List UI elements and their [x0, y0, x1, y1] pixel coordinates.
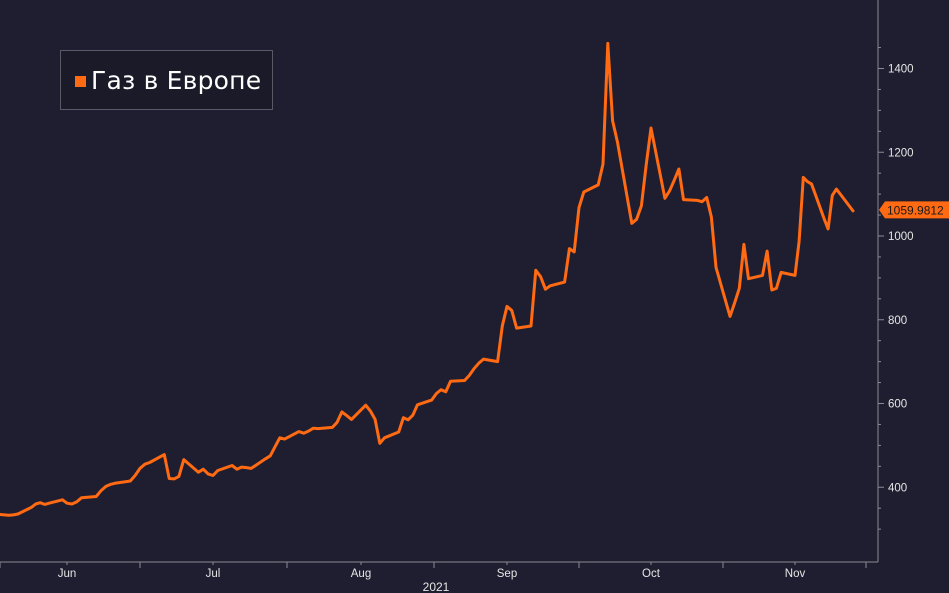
- y-tick-label: 600: [888, 399, 907, 411]
- y-tick-label: 1000: [888, 231, 914, 243]
- legend-label: Газ в Европе: [91, 65, 262, 95]
- x-tick-label: Sep: [497, 568, 517, 580]
- last-value-tag: [879, 201, 949, 219]
- legend: Газ в Европе: [60, 50, 273, 110]
- y-tick-label: 1200: [888, 147, 914, 159]
- series-line: [0, 41, 855, 517]
- legend-swatch: [75, 75, 86, 87]
- last-value-label: 1059.9812: [887, 203, 944, 217]
- x-tick-label: Aug: [351, 568, 371, 580]
- x-tick-label: Jul: [206, 568, 221, 580]
- labels: 400 600 800 1000 1200 1400 Jun Jul Aug Sep Oct Nov 2…: [58, 64, 949, 593]
- y-tick-label: 400: [888, 482, 907, 494]
- series-layer: [0, 41, 855, 517]
- x-year-label: 2021: [423, 580, 450, 593]
- x-tick-label: Oct: [642, 568, 661, 580]
- axes: [0, 0, 884, 568]
- y-tick-label: 800: [888, 315, 907, 327]
- y-tick-label: 1400: [888, 64, 914, 76]
- x-tick-label: Nov: [785, 568, 806, 580]
- x-tick-label: Jun: [58, 568, 77, 580]
